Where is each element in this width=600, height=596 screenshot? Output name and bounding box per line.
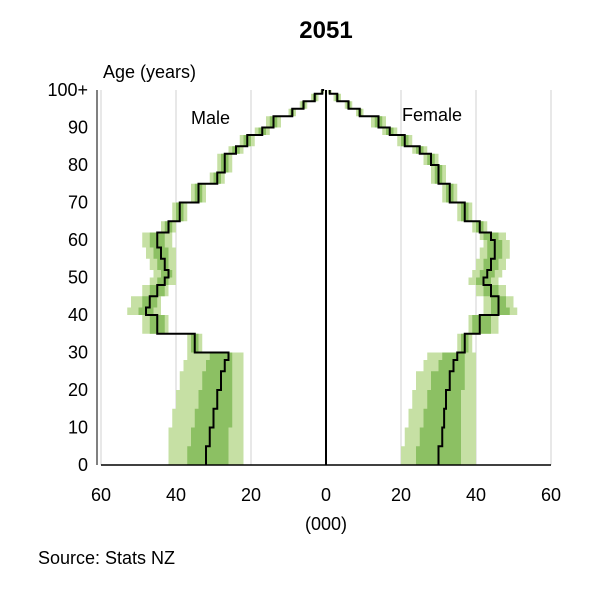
y-tick-label: 10 <box>68 418 88 438</box>
x-axis-label: (000) <box>305 514 347 534</box>
y-tick-label: 70 <box>68 193 88 213</box>
x-tick-label: 60 <box>91 485 111 505</box>
male-inner-band <box>138 90 325 465</box>
y-tick-label: 80 <box>68 155 88 175</box>
female-median-line <box>328 90 500 465</box>
x-tick-label: 60 <box>541 485 561 505</box>
projection-bands <box>127 90 518 465</box>
y-tick-label: 60 <box>68 230 88 250</box>
chart-title: 2051 <box>299 17 352 44</box>
y-tick-label: 0 <box>78 455 88 475</box>
female-outer-band <box>327 90 518 465</box>
female-inner-band <box>327 90 510 465</box>
y-tick-label: 40 <box>68 305 88 325</box>
y-tick-labels: 0 10 20 30 40 50 60 70 80 90 100+ <box>47 80 88 475</box>
source-note: Source: Stats NZ <box>38 548 176 568</box>
median-lines <box>145 89 500 465</box>
population-pyramid-chart: 2051 Age (years) Male Female (000) 60 40 2… <box>47 17 561 534</box>
x-tick-labels: 60 40 20 0 20 40 60 <box>91 485 561 505</box>
male-median-line <box>145 89 325 465</box>
x-tick-label: 40 <box>166 485 186 505</box>
y-tick-label: 100+ <box>47 80 88 100</box>
y-tick-label: 20 <box>68 380 88 400</box>
y-tick-label: 30 <box>68 343 88 363</box>
y-axis-label: Age (years) <box>103 62 196 82</box>
x-tick-label: 20 <box>391 485 411 505</box>
axes <box>96 90 551 466</box>
x-tick-label: 20 <box>241 485 261 505</box>
x-tick-label: 0 <box>321 485 331 505</box>
male-label: Male <box>191 108 230 128</box>
y-tick-label: 90 <box>68 118 88 138</box>
y-tick-label: 50 <box>68 268 88 288</box>
female-label: Female <box>402 105 462 125</box>
x-tick-label: 40 <box>466 485 486 505</box>
